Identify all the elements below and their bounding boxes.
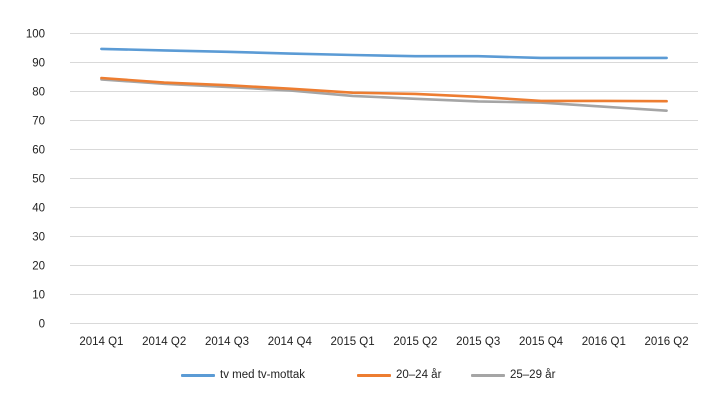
series-line-2 [100,78,668,112]
y-tick-label: 60 [32,145,45,157]
x-tick-label: 2015 Q2 [393,336,437,348]
y-tick-label: 80 [32,87,45,99]
legend-swatch-blue-line-icon [181,373,215,377]
x-tick-label: 2015 Q3 [456,336,500,348]
legend-item-25-29-ar: 25–29 år [471,366,555,384]
y-axis-labels: 0 10 20 30 40 50 60 70 80 90 100 [26,29,45,331]
y-tick-label: 70 [32,116,45,128]
series-line-0 [100,47,668,60]
series-line-1 [100,76,668,103]
legend-swatch-gray-line-icon [471,373,505,377]
legend-label: 25–29 år [510,369,556,381]
y-tick-label: 20 [32,261,45,273]
gridlines [70,33,698,324]
y-tick-label: 10 [32,290,45,302]
legend-swatch-orange-line-icon [357,373,391,377]
x-axis-labels: 2014 Q1 2014 Q2 2014 Q3 2014 Q4 2015 Q1 2015 … [79,336,688,348]
x-tick-label: 2014 Q1 [79,336,123,348]
legend-label: 20–24 år [396,369,442,381]
y-tick-label: 0 [39,319,45,331]
x-tick-label: 2015 Q1 [331,336,375,348]
legend-item-20-24-ar: 20–24 år [357,366,441,384]
x-tick-label: 2014 Q2 [142,336,186,348]
y-tick-label: 50 [32,174,45,186]
chart-legend: tv med tv-mottak 20–24 år 25–29 år [0,366,719,384]
y-tick-label: 100 [26,29,45,41]
x-tick-label: 2014 Q4 [268,336,313,348]
legend-item-tv-med-tv-mottak: tv med tv-mottak [181,366,305,384]
x-tick-label: 2015 Q4 [519,336,564,348]
legend-label: tv med tv-mottak [220,369,305,381]
y-tick-label: 90 [32,58,45,70]
y-tick-label: 30 [32,232,45,244]
x-tick-label: 2016 Q2 [645,336,689,348]
x-tick-label: 2014 Q3 [205,336,249,348]
x-tick-label: 2016 Q1 [582,336,626,348]
y-tick-label: 40 [32,203,45,215]
data-series [100,47,668,112]
